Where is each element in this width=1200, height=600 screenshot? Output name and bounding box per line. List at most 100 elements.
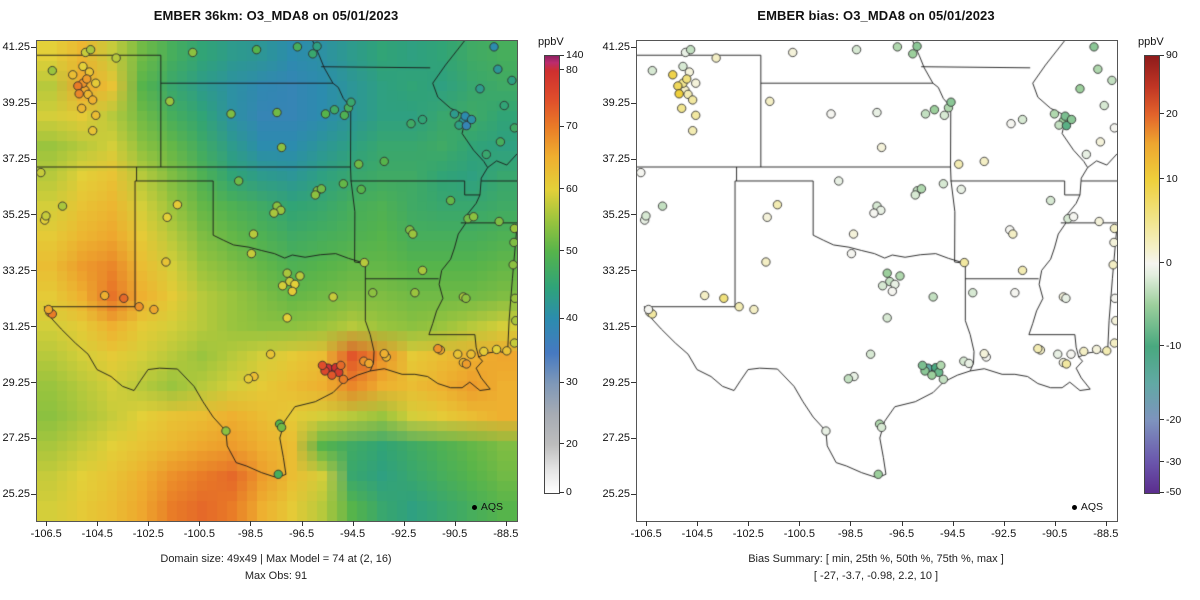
bias-colorbar-tick-label: 10	[1166, 172, 1178, 185]
model-x-tick-label: -88.5	[493, 528, 519, 540]
model-colorbar-tick	[560, 54, 564, 56]
model-y-tick	[31, 437, 36, 439]
model-colorbar-units: ppbV	[538, 36, 564, 48]
model-panel-title: EMBER 36km: O3_MDA8 on 05/01/2023	[153, 8, 399, 23]
bias-colorbar-tick-label: -30	[1166, 455, 1182, 468]
bias-x-tick-label: -94.5	[940, 528, 966, 540]
bias-y-tick-label: 27.25	[602, 432, 630, 445]
model-colorbar	[544, 55, 560, 494]
model-x-tick-label: -94.5	[340, 528, 366, 540]
model-colorbar-tick-label: 40	[566, 312, 578, 325]
model-y-tick	[31, 493, 36, 495]
model-y-tick	[31, 102, 36, 104]
model-y-tick-label: 35.25	[2, 208, 30, 221]
model-y-tick-label: 37.25	[2, 153, 30, 166]
model-y-tick-label: 27.25	[2, 432, 30, 445]
bias-y-tick-label: 33.25	[602, 264, 630, 277]
model-x-tick	[403, 521, 405, 526]
model-map-canvas	[37, 41, 517, 521]
model-colorbar-tick-label: 50	[566, 244, 578, 257]
bias-x-tick	[901, 521, 903, 526]
model-caption-line1: Domain size: 49x49 | Max Model = 74 at (…	[160, 553, 392, 565]
model-colorbar-tick-label: 30	[566, 376, 578, 389]
model-x-tick	[454, 521, 456, 526]
model-colorbar-tick-label: 70	[566, 120, 578, 133]
model-colorbar-tick	[560, 317, 564, 319]
model-y-tick	[31, 46, 36, 48]
bias-y-tick	[631, 214, 636, 216]
model-map-plot: AQS	[36, 40, 518, 522]
model-x-tick	[352, 521, 354, 526]
bias-colorbar-tick	[1160, 461, 1164, 463]
bias-y-tick	[631, 158, 636, 160]
bias-panel-title: EMBER bias: O3_MDA8 on 05/01/2023	[757, 8, 995, 23]
bias-x-tick	[748, 521, 750, 526]
model-x-tick	[97, 521, 99, 526]
aqs-legend: AQS	[471, 501, 503, 513]
model-y-tick	[31, 214, 36, 216]
bias-colorbar-tick-label: -50	[1166, 486, 1182, 498]
model-colorbar-tick	[560, 250, 564, 252]
bias-colorbar-tick	[1160, 262, 1164, 264]
model-colorbar-tick-label: 60	[566, 182, 578, 195]
bias-x-tick	[697, 521, 699, 526]
bias-y-tick	[631, 382, 636, 384]
aqs-dot-icon	[1071, 504, 1077, 510]
model-x-tick-label: -98.5	[237, 528, 263, 540]
model-colorbar-tick-label: 140	[566, 49, 584, 61]
model-colorbar-tick	[560, 491, 564, 493]
model-colorbar-tick-label: 80	[566, 63, 578, 76]
bias-x-tick	[799, 521, 801, 526]
bias-colorbar-tick	[1160, 113, 1164, 115]
model-colorbar-tick	[560, 125, 564, 127]
bias-x-tick-label: -104.5	[681, 528, 713, 540]
bias-colorbar-tick	[1160, 491, 1164, 493]
bias-caption-line1: Bias Summary: [ min, 25th %, 50th %, 75t…	[748, 553, 1004, 565]
bias-x-tick	[1003, 521, 1005, 526]
bias-y-tick-label: 31.25	[602, 320, 630, 333]
model-colorbar-tick-label: 20	[566, 437, 578, 450]
model-x-tick	[46, 521, 48, 526]
bias-y-tick-label: 39.25	[602, 97, 630, 110]
model-y-tick-label: 39.25	[2, 97, 30, 110]
model-y-tick	[31, 382, 36, 384]
bias-colorbar-tick	[1160, 178, 1164, 180]
model-y-tick-label: 29.25	[2, 376, 30, 389]
bias-x-tick-label: -98.5	[837, 528, 863, 540]
bias-colorbar-tick	[1160, 345, 1164, 347]
model-colorbar-tick	[560, 188, 564, 190]
bias-map-plot: AQS	[636, 40, 1118, 522]
aqs-label: AQS	[1080, 501, 1103, 513]
model-y-tick-label: 31.25	[2, 320, 30, 333]
bias-x-tick	[1054, 521, 1056, 526]
model-x-tick	[250, 521, 252, 526]
bias-caption-line2: [ -27, -3.7, -0.98, 2.2, 10 ]	[813, 570, 939, 582]
aqs-legend: AQS	[1071, 501, 1103, 513]
bias-y-tick-label: 37.25	[602, 153, 630, 166]
model-y-tick-label: 33.25	[2, 264, 30, 277]
model-panel: EMBER 36km: O3_MDA8 on 05/01/2023 AQS pp…	[2, 8, 584, 582]
model-x-tick-label: -92.5	[391, 528, 417, 540]
bias-x-tick-label: -92.5	[991, 528, 1017, 540]
bias-colorbar-tick-label: -20	[1166, 413, 1182, 426]
bias-x-tick-label: -96.5	[888, 528, 915, 540]
model-x-tick-label: -104.5	[81, 528, 113, 540]
bias-x-tick-label: -90.5	[1042, 528, 1068, 540]
model-x-tick	[301, 521, 303, 526]
bias-colorbar-tick-label: 90	[1166, 49, 1178, 61]
model-x-tick-label: -100.5	[183, 528, 215, 540]
bias-y-tick-label: 25.25	[602, 488, 630, 501]
bias-y-tick	[631, 493, 636, 495]
bias-x-tick	[1105, 521, 1107, 526]
model-x-tick-label: -90.5	[442, 528, 468, 540]
model-y-tick-label: 25.25	[2, 488, 30, 501]
model-colorbar-tick	[560, 443, 564, 445]
bias-colorbar-tick	[1160, 54, 1164, 56]
bias-colorbar	[1144, 55, 1160, 494]
model-y-tick	[31, 158, 36, 160]
model-x-tick-label: -96.5	[288, 528, 315, 540]
bias-x-tick-label: -102.5	[732, 528, 764, 540]
bias-panel: EMBER bias: O3_MDA8 on 05/01/2023 AQS pp…	[600, 0, 1200, 600]
model-x-tick	[505, 521, 507, 526]
model-colorbar-tick-label: 0	[566, 486, 572, 498]
